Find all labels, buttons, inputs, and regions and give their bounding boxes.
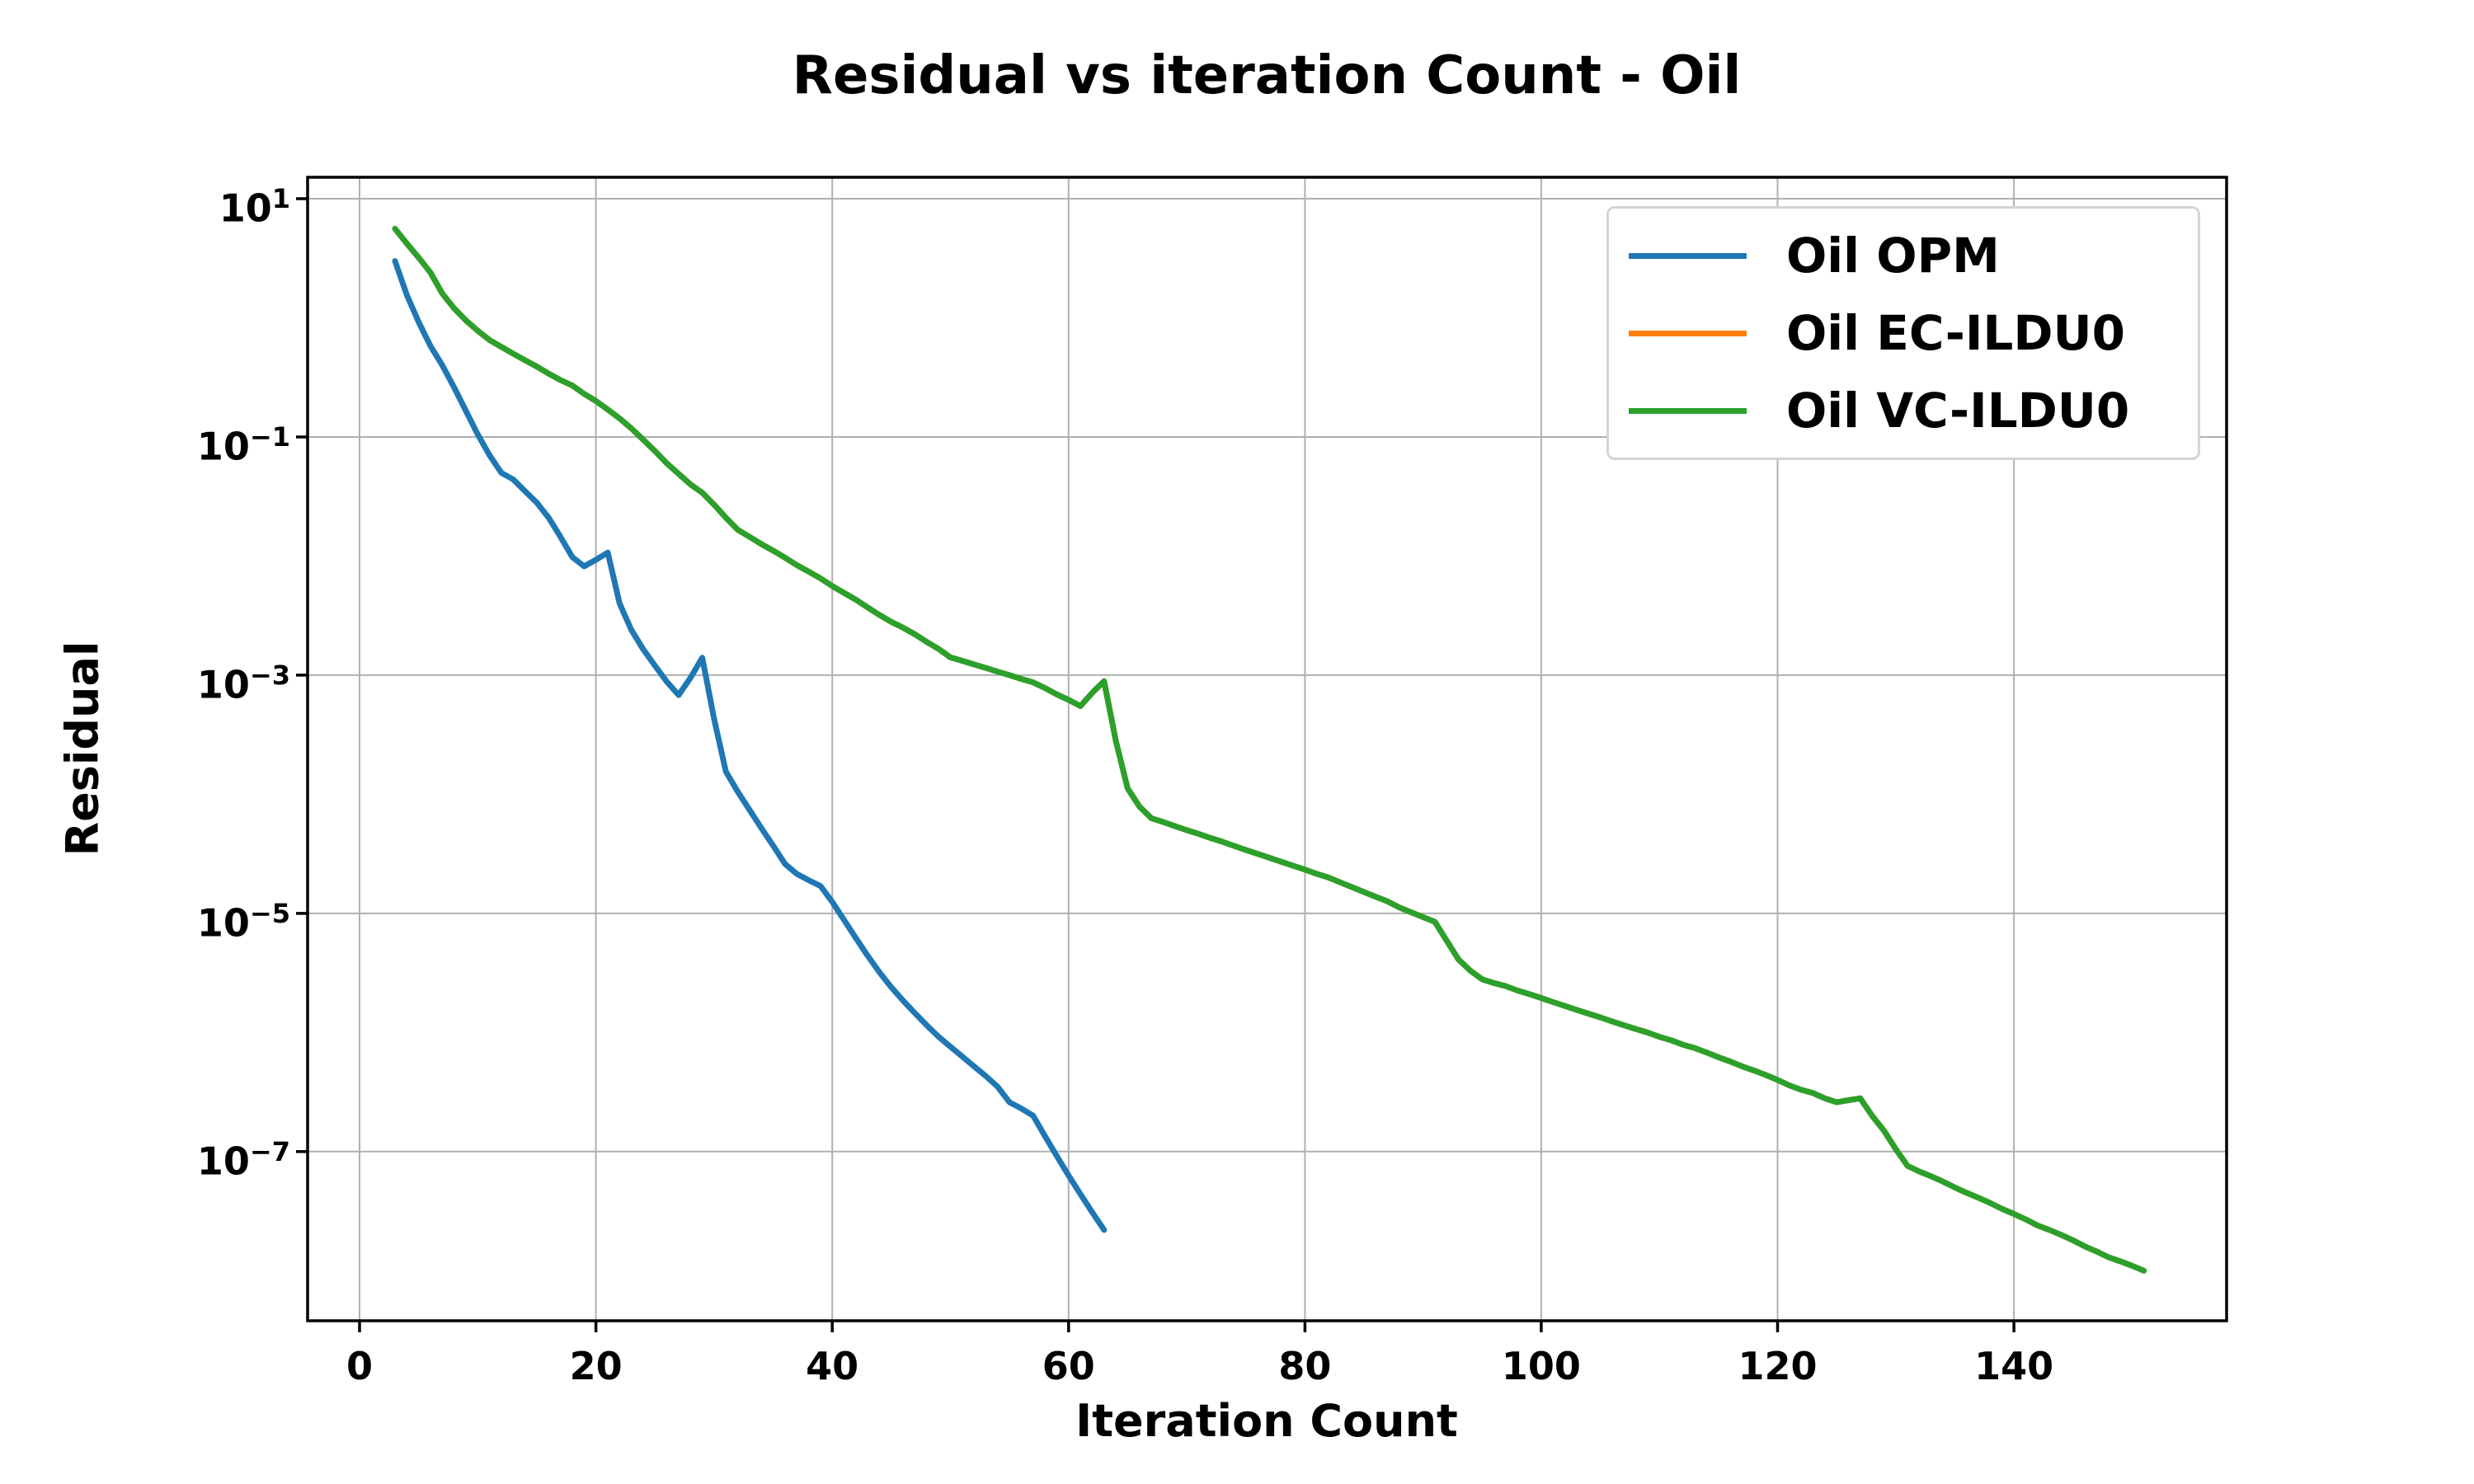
x-tick-label: 20 — [569, 1344, 623, 1388]
legend-item-oil-opm: Oil OPM — [1609, 218, 2198, 294]
legend-item-oil-vc-ildu0: Oil VC-ILDU0 — [1609, 373, 2198, 448]
legend-item-oil-ec-ildu0: Oil EC-ILDU0 — [1609, 295, 2198, 371]
legend-line-oil-ec-ildu0 — [1629, 330, 1747, 336]
x-tick-label: 120 — [1738, 1344, 1818, 1388]
x-tick-label: 140 — [1974, 1344, 2054, 1388]
y-axis-label: Residual — [56, 641, 109, 857]
legend-line-oil-vc-ildu0 — [1629, 407, 1747, 414]
y-tick-label: 10−1 — [196, 421, 290, 469]
y-tick-label: 101 — [219, 183, 290, 231]
x-tick-label: 40 — [806, 1344, 859, 1388]
series-line-oil-vc-ildu0 — [392, 225, 2147, 1274]
chart-title: Residual vs iteration Count - Oil — [792, 45, 1742, 106]
series-line-oil-opm — [392, 258, 1108, 1233]
y-tick-label: 10−5 — [196, 897, 290, 946]
x-axis-label: Iteration Count — [1075, 1395, 1458, 1447]
y-tick-label: 10−7 — [196, 1135, 290, 1184]
legend-line-oil-opm — [1629, 252, 1747, 259]
y-tick-label: 10−3 — [196, 659, 290, 707]
x-tick-label: 0 — [346, 1344, 373, 1388]
x-tick-label: 80 — [1278, 1344, 1332, 1388]
x-tick-label: 60 — [1042, 1344, 1095, 1388]
x-tick-label: 100 — [1501, 1344, 1581, 1388]
legend-box: Oil OPM Oil EC-ILDU0 Oil VC-ILDU0 — [1606, 206, 2200, 460]
legend-label-oil-ec-ildu0: Oil EC-ILDU0 — [1786, 305, 2125, 361]
axes-spines — [306, 176, 2228, 1322]
legend-label-oil-vc-ildu0: Oil VC-ILDU0 — [1786, 383, 2130, 439]
legend-label-oil-opm: Oil OPM — [1786, 228, 2000, 284]
